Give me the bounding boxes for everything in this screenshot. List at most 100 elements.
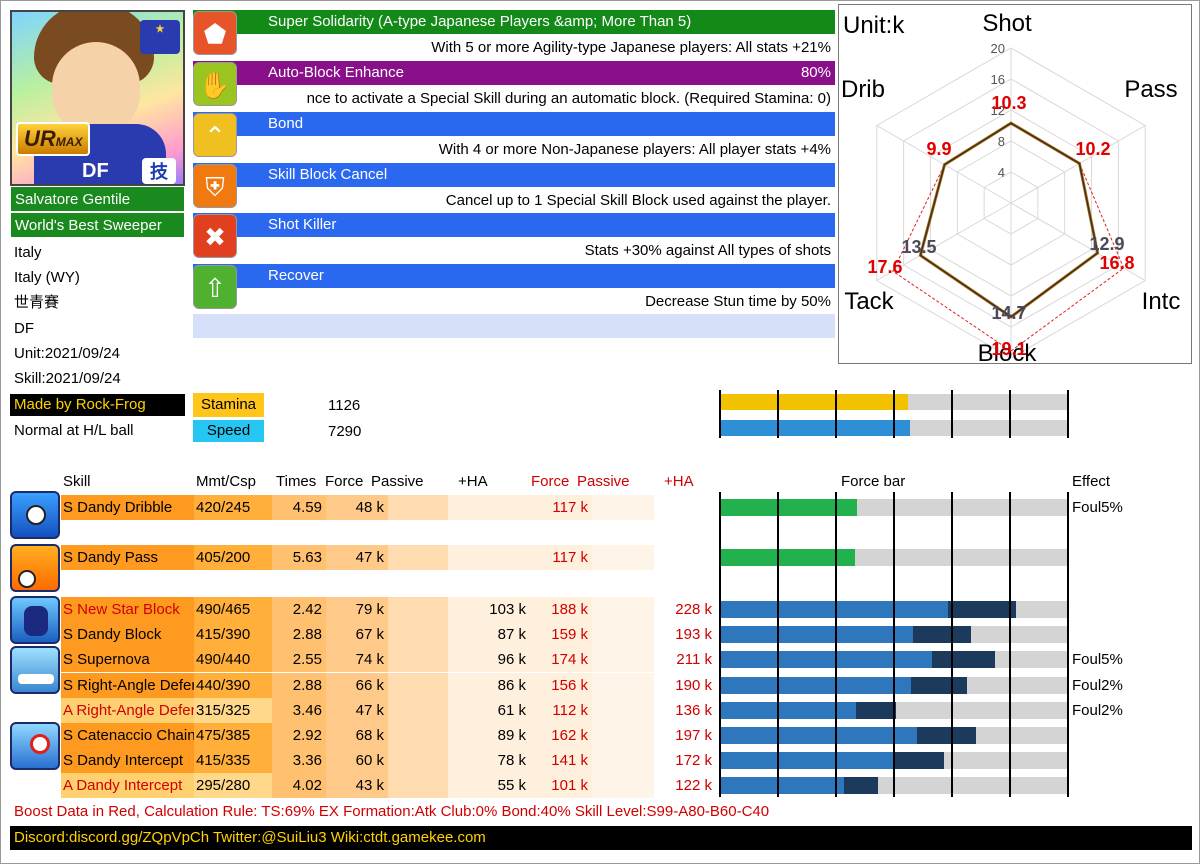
skill-mmt-csp: 415/390 <box>194 622 272 647</box>
force-bar-fill <box>720 752 894 769</box>
author-label: Made by Rock-Frog <box>10 394 185 416</box>
skill-times: 3.46 <box>272 698 326 723</box>
shot-killer-icon: ✖ <box>193 214 237 258</box>
header-skill: Skill <box>63 473 91 490</box>
force-bar-gridline <box>777 390 779 438</box>
skill-boost-passive <box>592 622 654 647</box>
radar-spoke <box>876 202 1012 281</box>
radar-tick-label: 12 <box>991 103 1005 118</box>
passive-value: 80% <box>800 64 831 81</box>
passive-row: Recover <box>193 264 835 288</box>
skill-boost-force: 162 k <box>530 723 592 748</box>
rarity-text: UR <box>24 126 56 151</box>
skill-boost-force: 117 k <box>530 495 592 520</box>
passive-row: Auto-Block Enhance 80% <box>193 61 835 85</box>
header-force-bar: Force bar <box>841 473 906 490</box>
info-nation: Italy <box>14 244 42 261</box>
skill-effect: Foul5% <box>1072 651 1123 668</box>
skill-ha <box>448 495 530 520</box>
skill-effect: Foul2% <box>1072 702 1123 719</box>
footer-links: Discord:discord.gg/ZQpVpCh Twitter:@SuiL… <box>10 826 1192 850</box>
radar-spoke <box>1010 202 1146 281</box>
skill-passive <box>388 773 448 798</box>
skill-force: 68 k <box>326 723 388 748</box>
skill-boost-ha <box>654 495 716 520</box>
skill-name: S Dandy Dribble <box>61 495 194 520</box>
skill-ha: 61 k <box>448 698 530 723</box>
skill-boost-passive <box>592 773 654 798</box>
skill-passive <box>388 698 448 723</box>
force-bar-gridline <box>1009 492 1011 797</box>
skill-mmt-csp: 415/335 <box>194 748 272 773</box>
force-bar <box>720 601 1068 618</box>
radar-boost-value: 17.6 <box>867 257 902 277</box>
skill-mmt-csp: 490/440 <box>194 647 272 672</box>
skill-mmt-csp: 315/325 <box>194 698 272 723</box>
radar-base-value: 9.9 <box>926 139 951 159</box>
skill-force: 47 k <box>326 545 388 570</box>
skill-boost-force: 188 k <box>530 597 592 622</box>
radar-svg: 4 8 12 16 20 Shot Pass Intc Block Tack Drib Unit:k 1… <box>841 10 1180 367</box>
skill-ha: 96 k <box>448 647 530 672</box>
header-mmt: Mmt/Csp <box>196 473 256 490</box>
passive-icon-glyph: ⇧ <box>204 273 226 303</box>
force-bar-fill <box>720 549 855 566</box>
block-skill-icon <box>10 596 60 644</box>
skill-mmt-csp: 405/200 <box>194 545 272 570</box>
skill-force: 66 k <box>326 673 388 698</box>
speed-bar-fill <box>720 420 910 436</box>
skill-boost-force: 101 k <box>530 773 592 798</box>
skill-passive <box>388 673 448 698</box>
skill-boost-ha: 136 k <box>675 702 712 719</box>
skill-effect: Foul5% <box>1072 499 1123 516</box>
force-bar-fill <box>720 727 917 744</box>
stamina-value: 1126 <box>328 397 361 414</box>
skill-name: S Dandy Pass <box>61 545 194 570</box>
game-logo-icon: ★ <box>140 20 180 54</box>
skill-mmt-csp: 475/385 <box>194 723 272 748</box>
skill-boost-ha: 172 k <box>675 752 712 769</box>
rarity-badge: URMAX <box>16 122 91 156</box>
dribble-skill-icon <box>10 491 60 539</box>
skill-boost-ha: 228 k <box>675 601 712 618</box>
radar-tick-label: 20 <box>991 41 1005 56</box>
header-ha: +HA <box>458 473 488 490</box>
force-bar-gridline <box>1067 390 1069 438</box>
skill-times: 5.63 <box>272 545 326 570</box>
player-title: World's Best Sweeper <box>10 212 185 238</box>
skill-force: 43 k <box>326 773 388 798</box>
skill-force: 79 k <box>326 597 388 622</box>
skill-boost-passive <box>592 545 654 570</box>
force-bar-gridline <box>1009 390 1011 438</box>
info-skill-date: Skill:2021/09/24 <box>14 370 121 387</box>
radar-axis-label: Drib <box>841 76 885 103</box>
skill-times: 4.02 <box>272 773 326 798</box>
portrait-face <box>52 42 140 134</box>
radar-boost-value: 16.8 <box>1099 253 1134 273</box>
force-bar-gridline <box>1067 492 1069 797</box>
skill-times: 4.59 <box>272 495 326 520</box>
type-badge: 技 <box>142 158 176 184</box>
passive-description: Decrease Stun time by 50% <box>645 293 831 310</box>
player-portrait: ★ URMAX DF 技 <box>10 10 185 186</box>
header-times: Times <box>276 473 317 490</box>
skill-ha: 78 k <box>448 748 530 773</box>
header-force: Force <box>325 473 364 490</box>
skill-mmt-csp: 440/390 <box>194 673 272 698</box>
header-boost-force: Force <box>531 473 570 490</box>
skill-mmt-csp: 295/280 <box>194 773 272 798</box>
force-bar-gridline <box>835 390 837 438</box>
skill-name: S Supernova <box>61 647 194 672</box>
passive-icon-glyph: ⌃ <box>204 121 226 151</box>
skill-boost-force: 112 k <box>530 698 592 723</box>
skill-force: 60 k <box>326 748 388 773</box>
skill-passive <box>388 545 448 570</box>
force-bar-gridline <box>951 492 953 797</box>
stamina-label: Stamina <box>193 393 264 417</box>
passive-description: Cancel up to 1 Special Skill Block used … <box>445 192 831 209</box>
skill-name: S New Star Block <box>61 597 194 622</box>
chevron-up-icon: ⌃ <box>193 113 237 157</box>
force-bar-ha-segment <box>893 752 945 769</box>
passive-icon-glyph: ✋ <box>198 70 232 100</box>
speed-bar <box>720 420 1068 436</box>
